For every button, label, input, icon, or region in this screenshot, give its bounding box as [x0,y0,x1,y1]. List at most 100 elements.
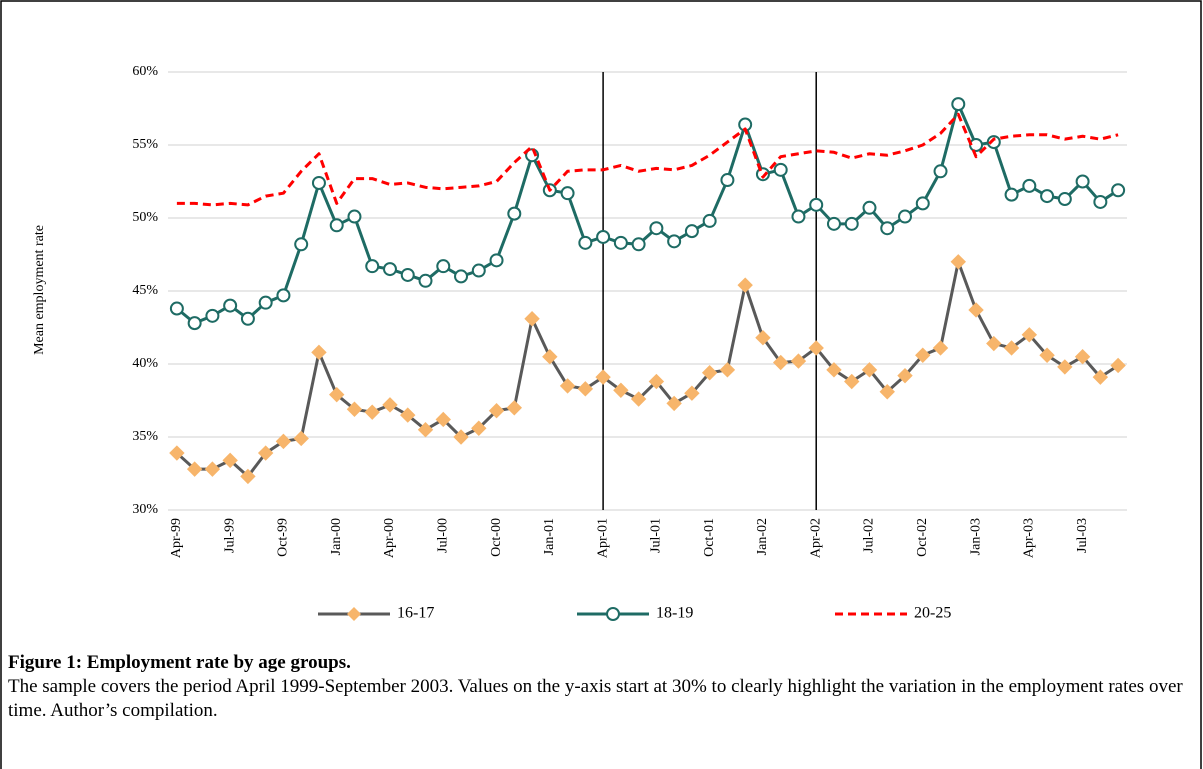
point [436,259,451,274]
point [294,237,309,252]
x-tick-label: Apr-99 [169,518,184,558]
point [826,362,842,378]
caption-title: Figure 1: Employment rate by age groups. [8,652,351,673]
point [915,196,930,211]
x-tick-label: Oct-01 [702,518,717,557]
x-tick-label: Jul-02 [862,518,877,553]
x-tick-label: Jul-01 [649,518,664,553]
point [684,224,699,239]
x-tick-label: Oct-02 [915,518,930,557]
point [524,311,540,327]
point [826,216,841,231]
point [186,461,203,477]
x-tick-label: Jul-00 [435,518,450,553]
point [1111,183,1126,198]
point [560,186,575,201]
point [613,382,629,398]
point [222,452,238,469]
point [861,362,878,378]
point [737,277,753,293]
point [1074,348,1091,365]
point [559,378,576,394]
legend-marker [606,607,620,621]
legend-label: 18-19 [656,605,693,622]
point [364,404,380,420]
point [1003,340,1020,356]
point [346,401,363,417]
point [1004,187,1019,202]
point [897,367,913,384]
point [311,344,327,361]
point [1057,359,1073,375]
y-tick-label: 40% [132,356,158,371]
point [471,263,486,278]
point [577,381,594,397]
point [915,347,931,363]
point [169,301,184,316]
point [578,235,593,250]
point [471,420,487,436]
point [755,330,771,346]
y-tick-label: 50% [132,210,158,225]
x-tick-label: Jul-03 [1075,518,1090,553]
point [755,167,770,182]
legend-label: 16-17 [397,605,434,622]
point [844,373,860,390]
point [933,164,948,179]
point [205,308,220,323]
point [329,386,345,403]
point [1110,357,1126,374]
x-tick-label: Jul-99 [222,518,237,553]
series-line [175,102,1119,325]
x-tick-label: Apr-00 [382,518,397,558]
x-tick-label: Apr-03 [1022,518,1037,558]
point [630,391,647,407]
point [969,138,984,152]
point [666,395,682,412]
point [684,385,700,401]
point [400,407,416,423]
x-tick-label: Jan-03 [968,518,983,555]
point [329,218,344,233]
point [382,397,398,413]
point [453,429,469,445]
point [258,295,273,310]
point [719,362,736,378]
y-tick-label: 60% [132,64,158,79]
legend-marker [347,607,361,621]
point [791,209,806,224]
point [790,353,807,369]
x-tick-label: Oct-00 [489,518,504,557]
point [844,216,859,231]
point [240,311,255,326]
y-tick-label: 35% [132,429,158,444]
point [648,373,665,390]
point [702,213,717,228]
y-tick-label: 30% [132,502,158,517]
point [862,200,877,215]
point [951,97,966,112]
point [1039,347,1055,363]
point [898,209,913,224]
point [1075,174,1090,189]
x-tick-label: Apr-02 [808,518,823,558]
point [418,273,433,288]
point [365,259,380,274]
point [701,365,718,381]
point [507,206,522,221]
x-tick-label: Jan-01 [542,518,557,555]
point [950,254,966,270]
point [169,445,185,461]
point [932,340,949,356]
point [986,135,1001,150]
point [204,461,221,477]
point [347,209,362,224]
point [488,403,505,419]
point [772,354,789,371]
y-axis-title: Mean employment rate [32,225,47,355]
point [257,445,274,461]
point [1092,369,1109,385]
x-tick-label: Oct-99 [276,518,291,557]
legend-label: 20-25 [914,605,951,622]
